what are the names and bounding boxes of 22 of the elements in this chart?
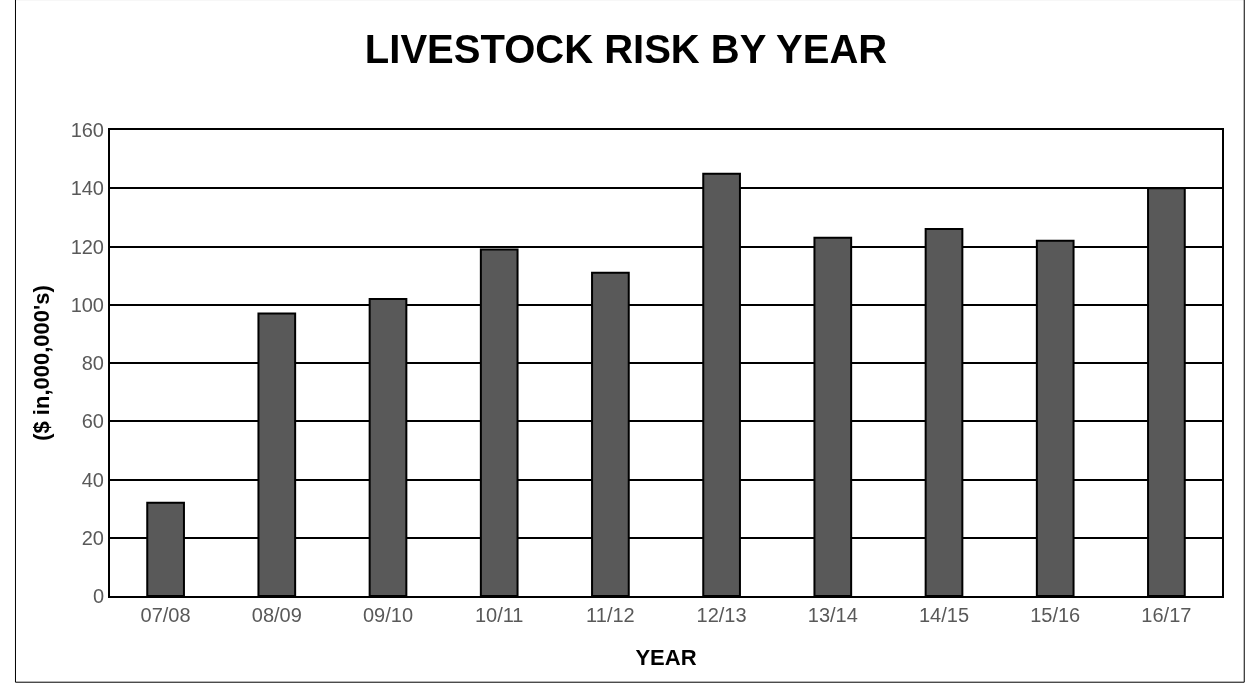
x-tick-label: 11/12	[586, 604, 635, 626]
x-tick-label: 12/13	[696, 604, 747, 626]
y-tick-label: 40	[81, 468, 104, 491]
y-tick-label: 140	[70, 177, 104, 200]
x-tick-label: 09/10	[362, 604, 414, 626]
y-tick-label: 80	[81, 352, 104, 374]
x-tick-label: 15/16	[1030, 604, 1081, 626]
y-axis-title: ($ in,000,000's)	[28, 285, 54, 441]
chart-title: LIVESTOCK RISK BY YEAR	[364, 26, 888, 71]
x-axis-title: YEAR	[635, 645, 697, 671]
y-tick-label: 60	[81, 410, 104, 433]
x-tick-label: 10/11	[474, 604, 524, 626]
x-tick-label: 08/09	[251, 604, 302, 626]
y-tick-label: 160	[70, 119, 104, 141]
x-tick-label: 14/15	[918, 604, 970, 626]
x-tick-label: 13/14	[807, 604, 858, 626]
x-tick-label: 07/08	[140, 604, 191, 626]
y-tick-label: 120	[70, 235, 104, 258]
x-tick-label: 16/17	[1141, 604, 1192, 626]
y-tick-label: 0	[92, 585, 104, 607]
y-tick-label: 20	[81, 526, 104, 549]
y-tick-label: 100	[70, 293, 104, 316]
